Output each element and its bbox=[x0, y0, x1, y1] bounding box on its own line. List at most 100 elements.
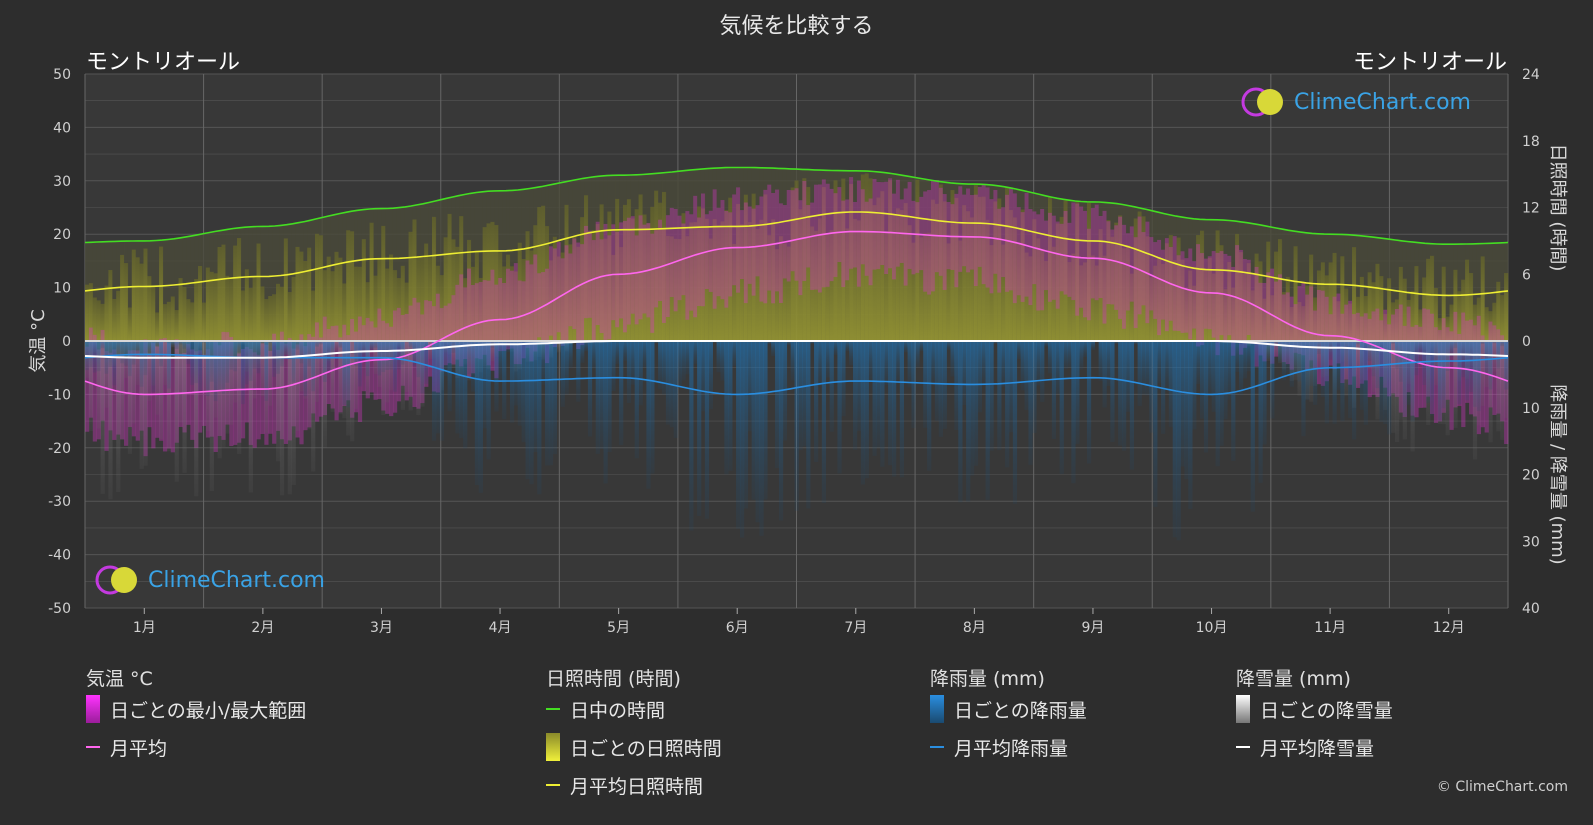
sunshine-bar bbox=[1371, 282, 1376, 341]
temp-range-bar bbox=[1044, 220, 1049, 291]
rain-bar bbox=[763, 341, 768, 500]
rain-bar bbox=[993, 341, 998, 344]
temp-range-bar bbox=[958, 186, 963, 272]
sunshine-bar bbox=[1071, 253, 1076, 341]
temp-range-bar bbox=[1172, 236, 1177, 331]
rain-bar bbox=[966, 341, 971, 502]
rain-bar bbox=[1133, 341, 1138, 345]
sunshine-bar bbox=[533, 225, 538, 341]
sunshine-bar bbox=[420, 257, 425, 341]
rain-swatch bbox=[930, 695, 944, 723]
copyright[interactable]: © ClimeChart.com bbox=[1436, 779, 1568, 795]
temp-range-bar bbox=[1153, 242, 1158, 319]
sunshine-bar bbox=[1020, 209, 1025, 341]
temp-range-bar bbox=[1059, 223, 1064, 292]
sunshine-bar bbox=[969, 217, 975, 341]
temp-range-bar bbox=[1277, 274, 1283, 346]
temp-range-bar bbox=[587, 230, 593, 318]
temp-range-bar bbox=[1289, 296, 1294, 370]
temp-range-bar bbox=[599, 239, 604, 334]
rain-bar bbox=[318, 341, 324, 345]
rain-bar bbox=[252, 341, 257, 369]
logo-bottom[interactable]: ClimeChart.com bbox=[94, 564, 325, 596]
temp-range-bar bbox=[626, 217, 632, 325]
temp-range-bar bbox=[615, 231, 620, 328]
rain-bar bbox=[1418, 341, 1423, 362]
temp-range-bar bbox=[619, 222, 624, 319]
sunshine-bar bbox=[1430, 255, 1435, 341]
sunshine-bar bbox=[1383, 313, 1388, 341]
sunshine-bar bbox=[1090, 255, 1096, 341]
temp-range-bar bbox=[747, 206, 752, 284]
temp-range-bar bbox=[451, 295, 456, 365]
snow-bar bbox=[178, 341, 183, 423]
sunshine-bar bbox=[794, 180, 799, 341]
rain-bar bbox=[919, 341, 924, 352]
temp-range-bar bbox=[677, 215, 682, 301]
sunshine-bar bbox=[1254, 253, 1259, 341]
rain-bar bbox=[502, 341, 507, 420]
daylight-bar bbox=[240, 227, 246, 341]
sunshine-bar bbox=[732, 243, 737, 341]
sunshine-bar bbox=[728, 197, 733, 341]
legend-rain-avg-label: 月平均降雨量 bbox=[954, 737, 1069, 760]
temp-range-bar bbox=[786, 190, 791, 282]
snow-bar bbox=[233, 341, 238, 403]
rain-bar bbox=[1149, 341, 1154, 433]
sunshine-bar bbox=[743, 194, 749, 341]
rain-bar bbox=[841, 341, 846, 417]
sunshine-bar bbox=[120, 254, 125, 341]
rain-bar bbox=[790, 341, 795, 381]
rain-bar bbox=[1051, 341, 1057, 439]
legend-snow-avg-label: 月平均降雪量 bbox=[1260, 737, 1375, 760]
sunshine-bar bbox=[626, 199, 632, 341]
sunshine-bar bbox=[264, 299, 269, 341]
temp-range-bar bbox=[973, 194, 979, 287]
sunshine-bar bbox=[946, 243, 951, 341]
temp-range-bar bbox=[1215, 252, 1220, 356]
rain-bar bbox=[1137, 341, 1142, 406]
sunshine-bar bbox=[927, 232, 932, 341]
sunshine-bar bbox=[1242, 273, 1248, 341]
temp-range-bar bbox=[1223, 253, 1228, 341]
sunshine-bar bbox=[354, 266, 359, 341]
daylight-line bbox=[84, 166, 1509, 245]
rain-bar bbox=[408, 341, 413, 348]
rain-bar bbox=[1348, 341, 1353, 419]
snow-bar bbox=[311, 341, 316, 472]
sunshine-bar bbox=[178, 278, 183, 341]
sunshine-bar bbox=[1504, 273, 1509, 341]
logo-top[interactable]: ClimeChart.com bbox=[1240, 86, 1471, 118]
sunshine-bar bbox=[159, 246, 164, 341]
rain-bar bbox=[1110, 341, 1115, 442]
rain-bar bbox=[1410, 341, 1415, 422]
rain-bar bbox=[755, 341, 760, 523]
rain-bar bbox=[170, 341, 175, 346]
x-tick-label: 11月 bbox=[1314, 620, 1346, 636]
snow-bar bbox=[100, 341, 105, 494]
y-left-tick: -50 bbox=[48, 601, 71, 617]
sunshine-bar bbox=[1223, 289, 1228, 341]
sunshine-bar bbox=[646, 223, 651, 341]
temp-range-bar bbox=[623, 220, 628, 333]
temp-range-bar bbox=[1164, 238, 1170, 332]
rain-bar bbox=[903, 341, 908, 353]
temp-range-bar bbox=[1071, 202, 1076, 301]
rain-bar bbox=[194, 341, 199, 384]
temp-range-bar bbox=[864, 201, 869, 276]
rain-bar bbox=[1274, 341, 1279, 344]
sunshine-bar bbox=[880, 191, 885, 341]
temp-range-bar bbox=[1008, 187, 1014, 291]
temp-range-bar bbox=[903, 188, 908, 286]
sunshine-bar bbox=[315, 233, 320, 341]
rain-bar bbox=[728, 341, 733, 471]
daylight-bar bbox=[201, 233, 207, 341]
sunshine-bar bbox=[1496, 281, 1501, 341]
sunshine-bar bbox=[884, 231, 889, 341]
sunshine-bar bbox=[1433, 287, 1439, 341]
sunshine-bar bbox=[357, 266, 363, 341]
y-left-tick: -10 bbox=[48, 387, 71, 403]
legend-snow-header: 降雪量 (mm) bbox=[1236, 668, 1351, 690]
sunshine-bar bbox=[1394, 299, 1400, 341]
temp-range-bar bbox=[790, 190, 795, 272]
